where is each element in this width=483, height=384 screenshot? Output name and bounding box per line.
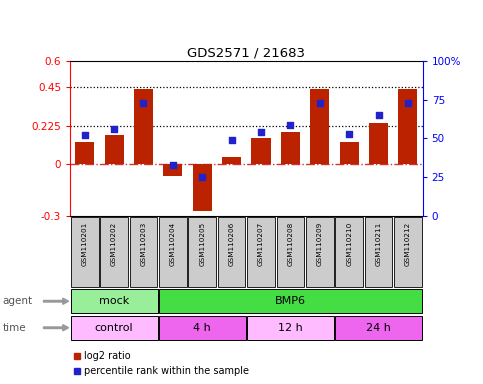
Bar (159, 289, 422, 313)
Text: GSM110210: GSM110210 (346, 222, 352, 266)
Bar (281, 132, 300, 164)
Bar (398, 89, 417, 164)
Point (286, 121, 294, 127)
Bar (129, 217, 157, 287)
Text: 24 h: 24 h (366, 323, 391, 333)
Title: GDS2571 / 21683: GDS2571 / 21683 (187, 47, 305, 60)
Bar (306, 217, 334, 287)
Bar (247, 316, 334, 340)
Bar (369, 123, 388, 164)
Point (169, 162, 177, 168)
Bar (159, 217, 187, 287)
Bar (335, 316, 422, 340)
Point (110, 126, 118, 132)
Point (375, 112, 383, 118)
Bar (193, 164, 212, 211)
Bar (335, 217, 363, 287)
Bar (159, 316, 246, 340)
Bar (340, 142, 359, 164)
Bar (222, 157, 241, 164)
Bar (100, 217, 128, 287)
Bar (71, 289, 157, 313)
Bar (310, 89, 329, 164)
Text: GSM110204: GSM110204 (170, 222, 176, 266)
Text: mock: mock (99, 296, 129, 306)
Text: GSM110208: GSM110208 (287, 222, 293, 266)
Bar (75, 142, 94, 164)
Point (316, 100, 324, 106)
Bar (104, 135, 124, 164)
Text: agent: agent (2, 296, 32, 306)
Text: GSM110211: GSM110211 (376, 222, 382, 266)
Point (228, 137, 236, 143)
Text: GSM110202: GSM110202 (111, 222, 117, 266)
Bar (134, 89, 153, 164)
Text: 4 h: 4 h (193, 323, 211, 333)
Bar (71, 217, 99, 287)
Text: GSM110205: GSM110205 (199, 222, 205, 266)
Point (345, 131, 353, 137)
Bar (247, 217, 275, 287)
Bar (277, 217, 304, 287)
Text: time: time (2, 323, 26, 333)
Bar (394, 217, 422, 287)
Text: GSM110206: GSM110206 (228, 222, 235, 266)
Bar (163, 164, 183, 175)
Text: BMP6: BMP6 (275, 296, 306, 306)
Point (257, 129, 265, 136)
Text: GSM110207: GSM110207 (258, 222, 264, 266)
Text: GSM110203: GSM110203 (141, 222, 146, 266)
Text: GSM110209: GSM110209 (317, 222, 323, 266)
Bar (188, 217, 216, 287)
Text: control: control (95, 323, 133, 333)
Point (81, 132, 88, 139)
Bar (252, 137, 270, 164)
Bar (365, 217, 392, 287)
Legend: log2 ratio, percentile rank within the sample: log2 ratio, percentile rank within the s… (75, 351, 249, 376)
Text: GSM110201: GSM110201 (82, 222, 88, 266)
Text: GSM110212: GSM110212 (405, 222, 411, 266)
Bar (218, 217, 245, 287)
Point (404, 100, 412, 106)
Point (199, 174, 206, 180)
Bar (71, 316, 157, 340)
Text: 12 h: 12 h (278, 323, 303, 333)
Point (140, 100, 147, 106)
